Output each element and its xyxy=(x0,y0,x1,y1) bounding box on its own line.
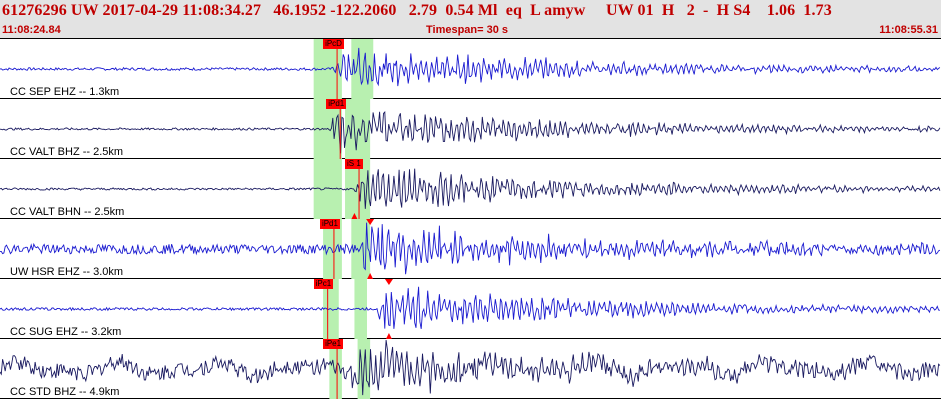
pick-label[interactable]: iS 1 xyxy=(345,159,363,169)
waveform-trace xyxy=(0,47,941,87)
pick-window xyxy=(323,219,342,279)
trace-panel[interactable]: iS 1 CC VALT BHN -- 2.5km xyxy=(0,159,941,219)
trace-panel[interactable]: iPcD CC SEP EHZ -- 1.3km xyxy=(0,39,941,99)
channel-label: CC STD BHZ -- 4.9km xyxy=(10,386,120,398)
channel-label: UW HSR EHZ -- 3.0km xyxy=(10,266,124,278)
pick-label[interactable]: iPd1 xyxy=(319,219,340,229)
seismogram xyxy=(0,39,941,99)
seismogram xyxy=(0,339,941,399)
trace-panel[interactable]: iPc1 CC SUG EHZ -- 3.2km xyxy=(0,279,941,339)
event-title: 61276296 UW 2017-04-29 11:08:34.27 46.19… xyxy=(2,2,832,19)
pick-label[interactable]: iPd1 xyxy=(326,99,347,109)
seismogram xyxy=(0,219,941,279)
channel-label: CC SUG EHZ -- 3.2km xyxy=(10,326,122,338)
header-bar: 61276296 UW 2017-04-29 11:08:34.27 46.19… xyxy=(0,0,941,39)
pick-window xyxy=(345,99,371,159)
pick-label[interactable]: iPcD xyxy=(323,39,344,49)
waveform-trace xyxy=(0,286,940,329)
seismogram xyxy=(0,159,941,219)
waveform-trace xyxy=(0,111,941,154)
seismogram xyxy=(0,99,941,159)
trace-panel[interactable]: iPe1 CC STD BHZ -- 4.9km xyxy=(0,339,941,399)
channel-label: CC VALT BHZ -- 2.5km xyxy=(10,146,124,158)
arrival-marker-top xyxy=(366,219,375,225)
trace-panel[interactable]: iPd1 UW HSR EHZ -- 3.0km xyxy=(0,219,941,279)
pick-window xyxy=(313,159,342,219)
end-time: 11:08:55.31 xyxy=(879,24,938,36)
waveform-trace xyxy=(0,168,941,209)
arrival-marker-top xyxy=(384,279,393,285)
pick-label[interactable]: iPc1 xyxy=(313,279,334,289)
pick-label[interactable]: iPe1 xyxy=(323,339,344,349)
waveform-trace xyxy=(0,339,941,396)
pick-window xyxy=(329,339,342,399)
seismogram xyxy=(0,279,940,339)
channel-label: CC SEP EHZ -- 1.3km xyxy=(10,86,120,98)
arrival-marker-bottom xyxy=(351,213,358,219)
arrival-marker-bottom xyxy=(385,333,392,339)
arrival-marker-bottom xyxy=(367,273,374,279)
trace-panels: iPcD CC SEP EHZ -- 1.3km iPd1 CC VALT BHZ -… xyxy=(0,39,941,400)
timespan-label: Timespan= 30 s xyxy=(426,24,509,36)
trace-panel[interactable]: iPd1 CC VALT BHZ -- 2.5km xyxy=(0,99,941,159)
channel-label: CC VALT BHN -- 2.5km xyxy=(10,206,125,218)
start-time: 11:08:24.84 xyxy=(2,24,61,36)
waveform-trace xyxy=(0,222,941,275)
